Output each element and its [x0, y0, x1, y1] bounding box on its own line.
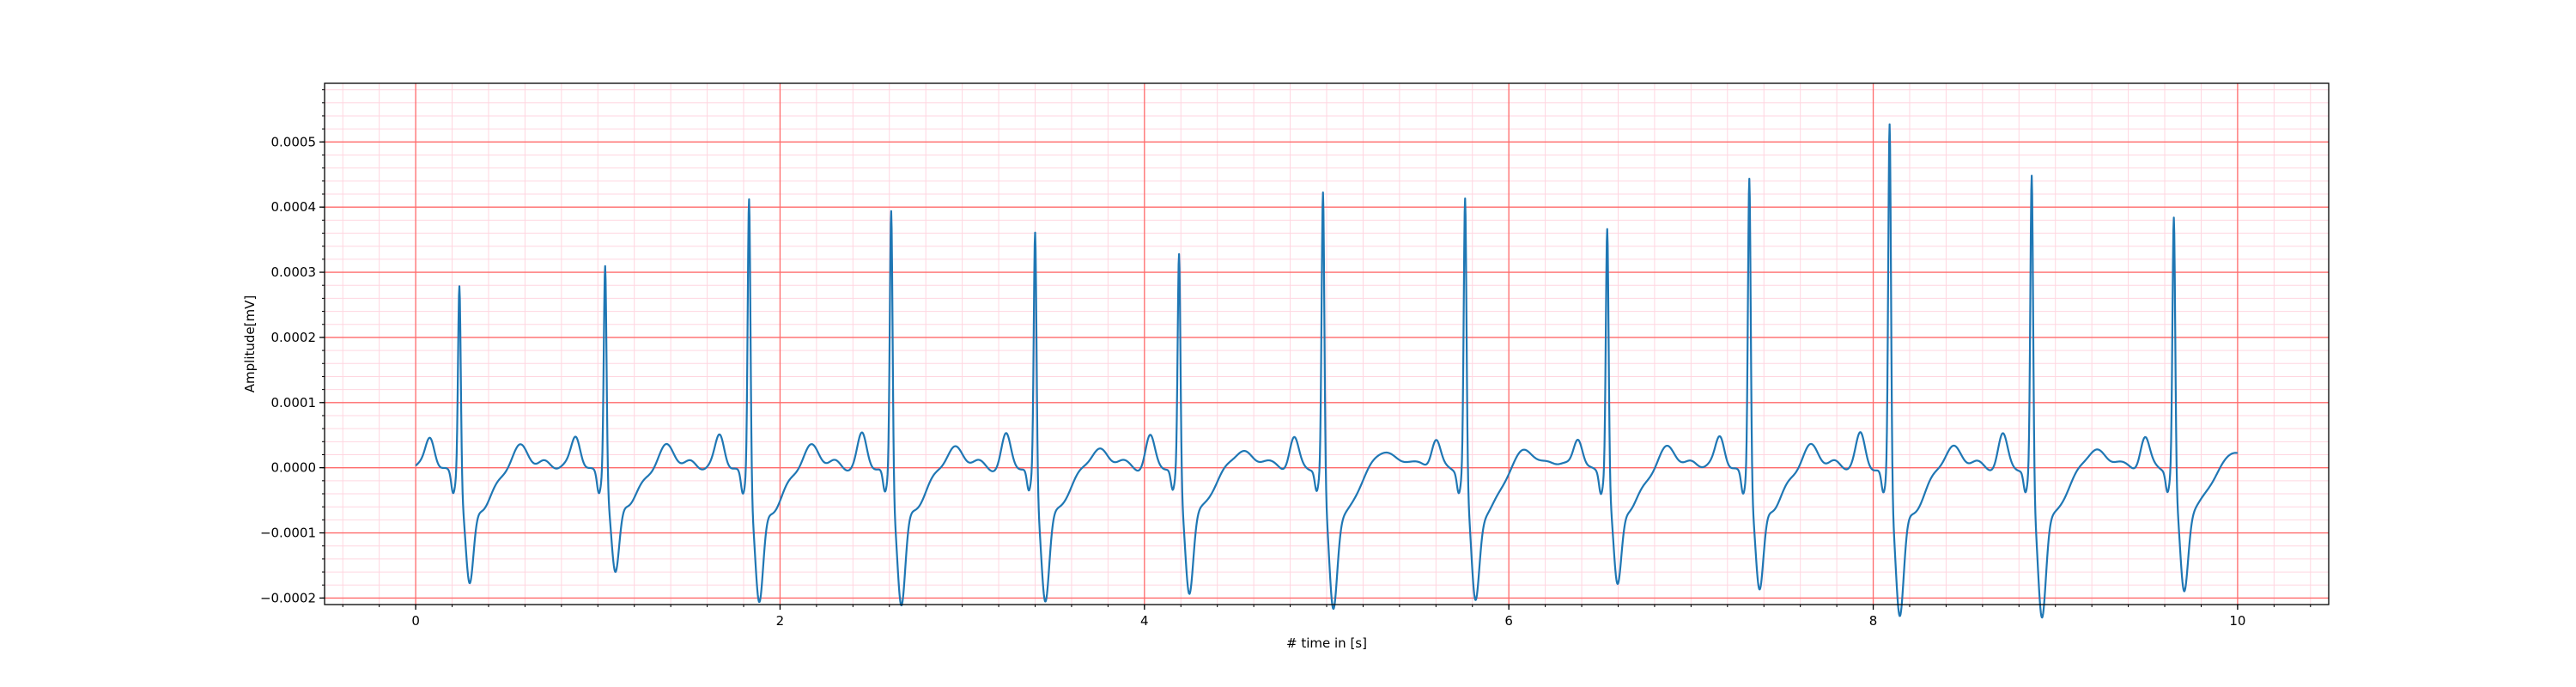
x-axis-label: # time in [s]: [1286, 635, 1367, 651]
y-axis-ticks: −0.0002 −0.0001 0.0000 0.0001 0.0002 0.0003 0.…: [260, 89, 325, 605]
y-tick-label: 0.0004: [271, 199, 317, 215]
plot-area: [324, 82, 2330, 619]
y-tick-label: 0.0003: [271, 264, 317, 280]
y-tick-label: 0.0000: [271, 460, 317, 476]
y-tick-label: 0.0001: [271, 395, 317, 410]
x-tick-label: 4: [1140, 613, 1149, 629]
x-tick-label: 2: [776, 613, 785, 629]
series-line-ecg: [415, 123, 2239, 619]
x-axis-ticks: 0 2 4 6 8 10: [342, 605, 2312, 629]
x-tick-label: 8: [1869, 613, 1878, 629]
x-tick-label: 6: [1504, 613, 1513, 629]
y-tick-label: 0.0002: [271, 330, 317, 345]
x-tick-label: 10: [2229, 613, 2245, 629]
y-tick-label: −0.0001: [260, 526, 316, 541]
y-tick-label: 0.0005: [271, 134, 317, 149]
x-tick-label: 0: [411, 613, 420, 629]
y-axis-label: Amplitude[mV]: [242, 295, 258, 392]
y-tick-label: −0.0002: [260, 590, 316, 605]
